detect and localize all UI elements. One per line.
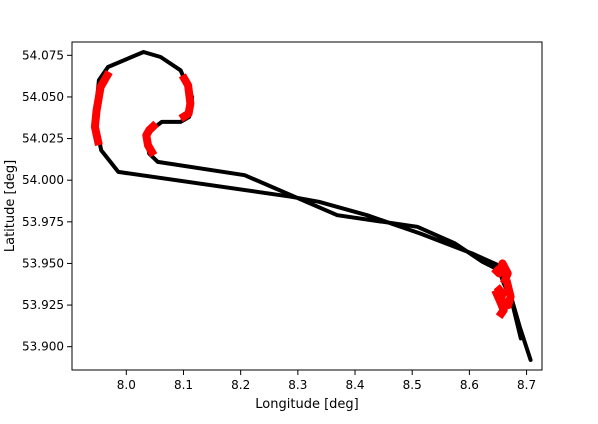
y-tick-label-8: 54.075 xyxy=(22,48,64,62)
x-axis-label: Longitude [deg] xyxy=(255,397,358,412)
y-axis-label: Latitude [deg] xyxy=(3,160,18,252)
x-tick-label-6: 8.5 xyxy=(403,378,422,392)
x-tick-label-3: 8.2 xyxy=(231,378,250,392)
highlight-segment-2 xyxy=(178,73,195,122)
x-tick-label-2: 8.1 xyxy=(174,378,193,392)
y-tick-label-2: 53.925 xyxy=(22,298,64,312)
x-tick-label-8: 8.7 xyxy=(517,378,536,392)
y-axis-ticks: 53.900 53.925 53.950 53.975 54.000 54.025 54.0… xyxy=(22,48,72,354)
highlight-segment-6 xyxy=(491,288,508,319)
track-line xyxy=(92,50,533,362)
y-tick-label-4: 53.975 xyxy=(22,215,64,229)
highlight-segment-1 xyxy=(90,70,113,147)
highlight-segment-3 xyxy=(142,120,159,158)
y-tick-label-7: 54.050 xyxy=(22,90,64,104)
x-tick-label-4: 8.3 xyxy=(288,378,307,392)
data-layer xyxy=(90,50,533,362)
y-tick-label-6: 54.025 xyxy=(22,132,64,146)
y-tick-label-5: 54.000 xyxy=(22,173,64,187)
highlight-segment-4 xyxy=(491,259,512,285)
x-axis-ticks: 8.0 8.1 8.2 8.3 8.4 8.5 8.6 8.7 xyxy=(117,370,536,392)
x-tick-label-7: 8.6 xyxy=(460,378,479,392)
x-tick-label-5: 8.4 xyxy=(345,378,364,392)
y-tick-label-3: 53.950 xyxy=(22,256,64,270)
x-tick-label-1: 8.0 xyxy=(117,378,136,392)
y-tick-label-1: 53.900 xyxy=(22,340,64,354)
plot-frame xyxy=(71,41,543,371)
